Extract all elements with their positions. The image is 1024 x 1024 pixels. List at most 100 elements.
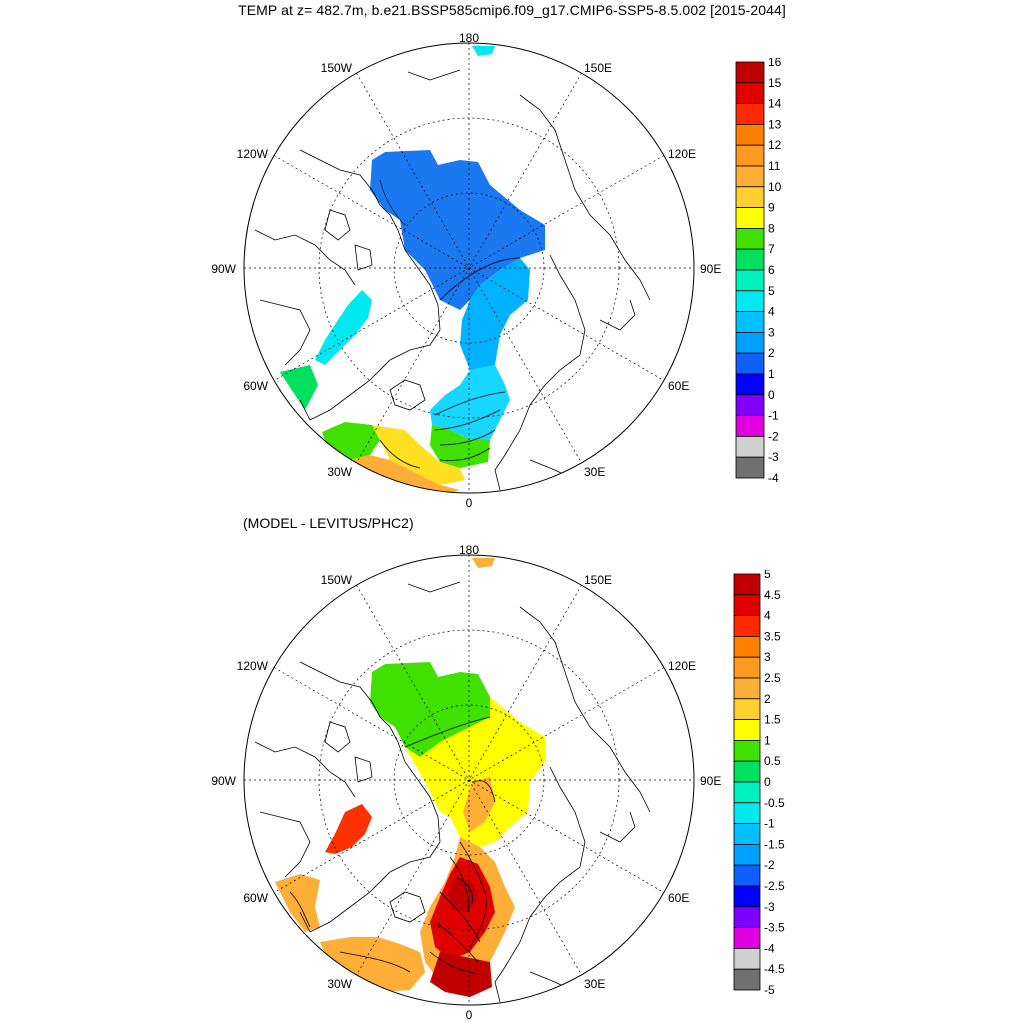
bottom-label-60e: 60E <box>668 891 689 905</box>
top-field-atlantic-green <box>430 425 490 468</box>
bottom-colorbar-tick-label: 3 <box>764 650 771 664</box>
top-label-120w: 120W <box>237 147 269 161</box>
top-colorbar-swatch-12 <box>735 311 765 333</box>
top-colorbar-tick-label: 1 <box>768 367 775 381</box>
top-label-60e: 60E <box>668 379 689 393</box>
top-colorbar-tick-label: 11 <box>768 159 781 173</box>
top-colorbar-tick-label: 5 <box>768 284 775 298</box>
bottom-map-longitude-labels: 180 0 90W 90E 150W 120W 150E 120E 60W 30… <box>211 543 721 1022</box>
top-colorbar-tick-label: 4 <box>768 305 775 319</box>
bottom-field-atlantic-darkred-south <box>430 952 492 997</box>
bottom-colorbar-swatch-8 <box>733 739 761 762</box>
top-field-iceland-green <box>322 422 380 460</box>
bottom-colorbar-swatch-13 <box>733 843 761 866</box>
bottom-colorbar-swatch-19 <box>733 968 761 991</box>
page-title: TEMP at z= 482.7m, b.e21.BSSP585cmip6.f0… <box>238 2 786 18</box>
top-colorbar-swatch-19 <box>735 456 765 479</box>
bottom-label-150e: 150E <box>584 573 612 587</box>
bottom-colorbar: 5 4.5 4 3.5 3 2.5 2 1.5 1 0.5 0 -0.5 -1 -1.5 -2 -2.5 -3 -… <box>733 570 785 997</box>
top-colorbar-tick-label: -4 <box>768 471 779 485</box>
bottom-label-0: 0 <box>466 1008 473 1022</box>
bottom-colorbar-tick-label: -2.5 <box>764 879 785 893</box>
bottom-colorbar-tick-label: 1.5 <box>764 713 781 727</box>
bottom-colorbar-tick-label: -5 <box>764 983 775 997</box>
bottom-colorbar-tick-label: -0.5 <box>764 796 785 810</box>
bottom-colorbar-swatch-9 <box>733 760 761 783</box>
bottom-field-labrador-orange <box>275 874 320 932</box>
bottom-colorbar-tick-label: -4.5 <box>764 962 785 976</box>
top-field-eurasian-basin <box>460 258 530 370</box>
bottom-colorbar-tick-label: 5 <box>764 570 771 581</box>
top-colorbar-tick-label: 9 <box>768 201 775 215</box>
bottom-colorbar-swatch-7 <box>733 719 761 741</box>
top-colorbar-swatch-3 <box>735 124 765 146</box>
bottom-colorbar-swatch-4 <box>733 656 761 679</box>
top-colorbar-tick-label: 2 <box>768 346 775 360</box>
bottom-colorbar-swatch-0 <box>733 573 761 596</box>
top-colorbar-swatch-8 <box>735 227 765 250</box>
top-map-longitude-labels: 180 0 90W 90E 150W 120W 150E 120E 60W 30… <box>211 31 721 510</box>
bottom-colorbar-swatch-15 <box>733 885 761 908</box>
bottom-colorbar-swatch-17 <box>733 927 761 949</box>
bottom-colorbar-swatch-18 <box>733 947 761 970</box>
bottom-colorbar-swatch-12 <box>733 823 761 845</box>
bottom-label-60w: 60W <box>243 891 268 905</box>
bottom-colorbar-tick-label: -1.5 <box>764 837 785 851</box>
top-colorbar-swatch-17 <box>735 415 765 437</box>
top-colorbar-tick-label: -3 <box>768 450 779 464</box>
bottom-label-150w: 150W <box>321 573 353 587</box>
top-colorbar-tick-label: 16 <box>768 58 782 69</box>
bottom-colorbar-swatch-1 <box>733 594 761 616</box>
top-label-30e: 30E <box>584 465 605 479</box>
top-colorbar-swatch-13 <box>735 331 765 354</box>
top-colorbar-swatch-15 <box>735 373 765 396</box>
bottom-label-120e: 120E <box>668 659 696 673</box>
top-colorbar-tick-label: -1 <box>768 409 779 423</box>
bottom-colorbar-tick-label: 1 <box>764 733 771 747</box>
bottom-colorbar-swatch-16 <box>733 906 761 928</box>
bottom-label-180: 180 <box>459 543 479 557</box>
bottom-colorbar-tick-label: -1 <box>764 817 775 831</box>
bottom-field-bering <box>472 558 495 568</box>
bottom-colorbar-tick-label: -2 <box>764 858 775 872</box>
top-field-atlantic-yellow <box>372 425 465 485</box>
top-colorbar-tick-label: 0 <box>768 388 775 402</box>
bottom-colorbar-swatch-3 <box>733 636 761 658</box>
top-colorbar-tick-label: 13 <box>768 117 782 131</box>
bottom-field-green <box>370 662 490 757</box>
bottom-label-90e: 90E <box>700 774 721 788</box>
top-colorbar-swatch-4 <box>735 144 765 167</box>
bottom-colorbar-swatch-11 <box>733 802 761 825</box>
bottom-colorbar-swatch-10 <box>733 781 761 804</box>
top-field-central-basin <box>370 150 545 310</box>
top-label-120e: 120E <box>668 147 696 161</box>
bottom-colorbar-tick-label: 4.5 <box>764 588 781 602</box>
bottom-colorbar-tick-label: 4 <box>764 609 771 623</box>
top-label-60w: 60W <box>243 379 268 393</box>
top-colorbar-tick-label: 12 <box>768 138 782 152</box>
bottom-colorbar-tick-label: -3.5 <box>764 921 785 935</box>
top-colorbar-swatch-9 <box>735 248 765 271</box>
bottom-colorbar-tick-label: 0.5 <box>764 754 781 768</box>
top-colorbar-swatch-16 <box>735 394 765 416</box>
top-field-labrador-sea <box>280 365 318 410</box>
top-colorbar-tick-label: 14 <box>768 97 782 111</box>
bottom-colorbar-tick-label: 2 <box>764 692 771 706</box>
top-colorbar-swatch-11 <box>735 290 765 313</box>
top-colorbar-swatch-18 <box>735 435 765 458</box>
top-colorbar-tick-label: 7 <box>768 242 775 256</box>
top-label-150w: 150W <box>321 61 353 75</box>
top-label-90w: 90W <box>211 262 236 276</box>
bottom-colorbar-swatch-14 <box>733 864 761 887</box>
bottom-polar-map: 180 0 90W 90E 150W 120W 150E 120E 60W 30… <box>211 543 721 1022</box>
top-colorbar-swatch-1 <box>735 82 765 104</box>
bottom-colorbar-swatch-6 <box>733 698 761 721</box>
bottom-colorbar-tick-label: -3 <box>764 900 775 914</box>
top-colorbar-tick-label: 3 <box>768 325 775 339</box>
top-field-bering <box>472 46 495 56</box>
top-label-0: 0 <box>466 496 473 510</box>
bottom-label-30w: 30W <box>327 977 352 991</box>
bottom-label-120w: 120W <box>237 659 269 673</box>
top-label-90e: 90E <box>700 262 721 276</box>
